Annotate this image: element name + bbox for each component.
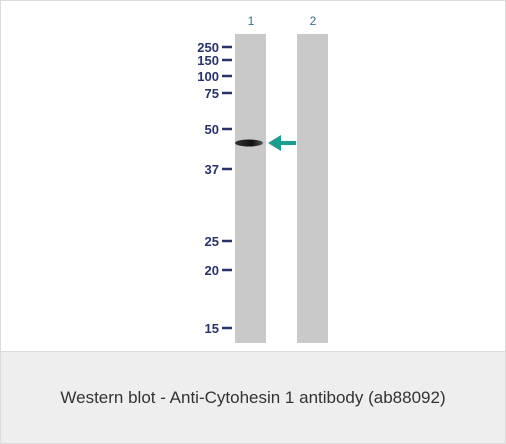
marker-label: 37 [205, 162, 219, 177]
lane [297, 34, 328, 343]
marker-label: 150 [197, 53, 219, 68]
figure-panel: 12250150100755037252015 Western blot - A… [0, 0, 506, 444]
arrow [268, 135, 296, 151]
lane-label: 2 [310, 14, 317, 28]
lane-label: 1 [248, 14, 255, 28]
marker-label: 75 [205, 86, 219, 101]
marker-label: 20 [205, 263, 219, 278]
marker-label: 100 [197, 69, 219, 84]
caption: Western blot - Anti-Cytohesin 1 antibody… [1, 351, 505, 444]
marker-label: 15 [205, 321, 219, 336]
lane [235, 34, 266, 343]
marker-label: 50 [205, 122, 219, 137]
marker-label: 25 [205, 234, 219, 249]
band [235, 140, 263, 147]
